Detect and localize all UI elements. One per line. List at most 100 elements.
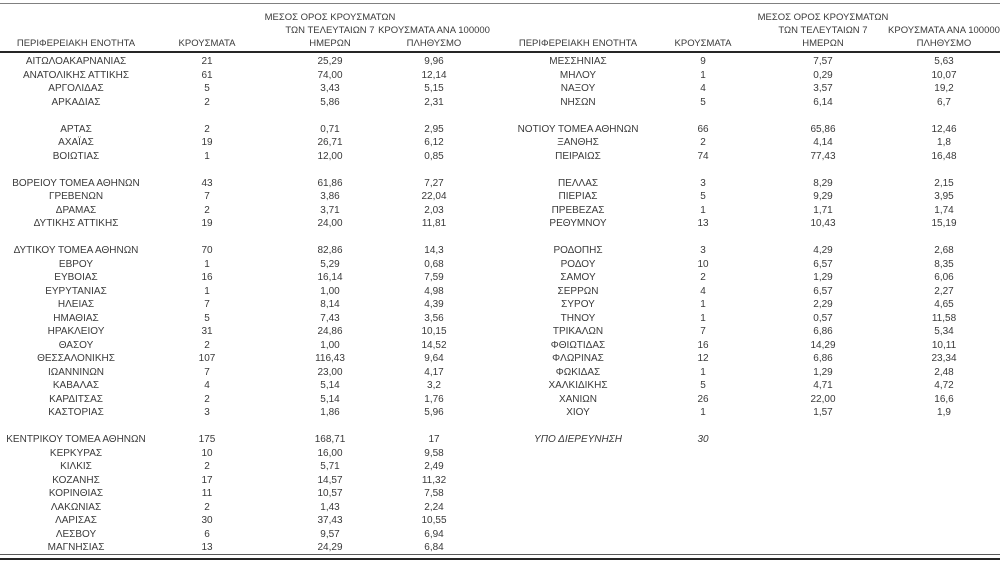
per100k-cell: 2,48	[934, 366, 954, 378]
region-cell: ΠΕΙΡΑΙΩΣ	[555, 150, 601, 162]
cases-cell: 43	[201, 177, 213, 189]
region-cell: ΘΕΣΣΑΛΟΝΙΚΗΣ	[37, 353, 115, 364]
per100k-cell: 6,06	[934, 272, 954, 283]
region-cell	[0, 163, 152, 177]
avg7-cell	[758, 231, 888, 245]
per100k-cell: 5,63	[934, 56, 954, 67]
column-gap	[470, 109, 508, 123]
per100k-cell	[888, 460, 1000, 474]
region-cell: ΣΥΡΟΥ	[561, 299, 595, 310]
table-row: ΗΜΑΘΙΑΣ 5 7,43 3,56 ΤΗΝΟΥ 1 0,57 11,58	[0, 312, 1000, 326]
column-gap	[470, 460, 508, 474]
cases-cell: 7	[204, 299, 210, 310]
cases-cell: 1	[700, 407, 706, 418]
per100k-cell: 7,58	[424, 488, 444, 499]
header-avg7-right: ΜΕΣΟΣ ΟΡΟΣ ΚΡΟΥΣΜΑΤΩΝ ΤΩΝ ΤΕΛΕΥΤΑΙΩΝ 7 Η…	[758, 5, 889, 50]
per100k-cell	[888, 447, 1000, 461]
avg7-cell: 4,14	[813, 137, 833, 148]
avg7-cell: 5,71	[320, 461, 340, 472]
avg7-cell: 14,57	[317, 474, 343, 486]
cases-cell: 5	[700, 191, 706, 202]
cases-cell: 175	[198, 434, 216, 445]
avg7-cell: 4,71	[813, 380, 833, 391]
column-gap	[470, 69, 508, 83]
region-cell: ΙΩΑΝΝΙΝΩΝ	[47, 366, 105, 378]
avg7-cell	[262, 231, 398, 245]
cases-cell: 9	[700, 56, 706, 67]
cases-cell: 61	[201, 69, 213, 81]
region-cell	[508, 109, 648, 123]
avg7-cell: 6,14	[813, 96, 833, 108]
cases-cell: 70	[201, 245, 213, 256]
region-cell	[0, 231, 152, 245]
table-row: ΜΑΓΝΗΣΙΑΣ 13 24,29 6,84	[0, 541, 1000, 555]
region-cell: ΣΑΜΟΥ	[560, 272, 596, 283]
cases-cell: 4	[204, 380, 210, 391]
region-cell: ΚΑΒΑΛΑΣ	[52, 380, 100, 391]
cases-cell: 5	[700, 96, 706, 108]
per100k-cell: 12,46	[931, 123, 957, 135]
table-row	[0, 163, 1000, 177]
table-row: ΕΥΒΟΙΑΣ 16 16,14 7,59 ΣΑΜΟΥ 2 1,29 6,06	[0, 271, 1000, 285]
per100k-cell	[398, 231, 470, 245]
column-gap	[470, 163, 508, 177]
per100k-cell: 12,14	[421, 69, 447, 81]
avg7-cell	[262, 109, 398, 123]
region-cell	[0, 109, 152, 123]
region-cell: ΠΙΕΡΙΑΣ	[558, 191, 598, 202]
region-cell: ΚΑΡΔΙΤΣΑΣ	[49, 393, 103, 405]
column-gap	[470, 298, 508, 312]
avg7-cell: 24,00	[317, 218, 343, 229]
avg7-cell: 3,43	[320, 83, 340, 94]
column-gap	[470, 204, 508, 218]
per100k-cell: 6,94	[424, 528, 444, 540]
cases-cell: 66	[697, 123, 709, 135]
per100k-cell: 7,27	[424, 177, 444, 189]
per100k-cell: 6,7	[937, 96, 951, 108]
per100k-cell: 0,85	[424, 150, 444, 162]
header-region-label: ΠΕΡΙΦΕΡΕΙΑΚΗ ΕΝΟΤΗΤΑ	[16, 38, 136, 49]
cases-cell	[648, 514, 758, 528]
avg7-cell: 1,29	[813, 272, 833, 283]
per100k-cell: 7,59	[424, 272, 444, 283]
cases-cell: 5	[700, 380, 706, 391]
region-cell: ΑΡΚΑΔΙΑΣ	[51, 96, 101, 108]
table-row: ΑΙΤΩΛΟΑΚΑΡΝΑΝΙΑΣ 21 25,29 9,96 ΜΕΣΣΗΝΙΑΣ 9 7,5…	[0, 55, 1000, 69]
region-cell: ΡΟΔΟΥ	[560, 258, 596, 270]
region-cell: ΒΟΡΕΙΟΥ ΤΟΜΕΑ ΑΘΗΝΩΝ	[12, 177, 140, 189]
cases-cell: 2	[204, 339, 210, 351]
cases-cell	[152, 163, 262, 177]
avg7-cell	[262, 163, 398, 177]
table-row: ΕΒΡΟΥ 1 5,29 0,68 ΡΟΔΟΥ 10 6,57 8,35	[0, 258, 1000, 272]
column-gap	[470, 96, 508, 110]
header-per100k-right: ΚΡΟΥΣΜΑΤΑ ΑΝΑ 100000 ΠΛΗΘΥΣΜΟ	[888, 5, 1000, 50]
per100k-cell: 14,3	[424, 245, 444, 256]
avg7-cell: 116,43	[315, 353, 345, 364]
cases-cell: 4	[700, 285, 706, 297]
avg7-cell: 25,29	[317, 56, 343, 67]
region-cell: ΕΒΡΟΥ	[58, 258, 94, 270]
column-gap	[470, 487, 508, 501]
cases-cell	[152, 420, 262, 434]
per100k-cell: 19,2	[934, 83, 954, 94]
region-cell: ΗΡΑΚΛΕΙΟΥ	[47, 326, 105, 337]
table-row: ΚΟΖΑΝΗΣ 17 14,57 11,32	[0, 474, 1000, 488]
per100k-cell: 2,31	[424, 96, 444, 108]
per100k-cell: 10,11	[931, 339, 957, 351]
header-cases-right: ΚΡΟΥΣΜΑΤΑ	[648, 5, 758, 50]
cases-cell: 12	[697, 353, 709, 364]
table-row	[0, 420, 1000, 434]
avg7-cell	[758, 501, 888, 515]
region-cell: ΑΡΓΟΛΙΔΑΣ	[48, 83, 104, 94]
per100k-cell: 2,27	[934, 285, 954, 297]
per100k-cell: 22,04	[421, 191, 447, 202]
avg7-cell: 0,57	[813, 312, 833, 324]
region-cell: ΝΑΞΟΥ	[560, 83, 596, 94]
region-cell: ΑΡΤΑΣ	[60, 123, 92, 135]
cases-cell	[152, 231, 262, 245]
per100k-cell: 4,98	[424, 285, 444, 297]
header-region-left: ΠΕΡΙΦΕΡΕΙΑΚΗ ΕΝΟΤΗΤΑ	[0, 5, 152, 50]
region-cell: ΝΟΤΙΟΥ ΤΟΜΕΑ ΑΘΗΝΩΝ	[517, 123, 639, 135]
region-cell	[0, 420, 152, 434]
avg7-cell: 82,86	[317, 245, 343, 256]
